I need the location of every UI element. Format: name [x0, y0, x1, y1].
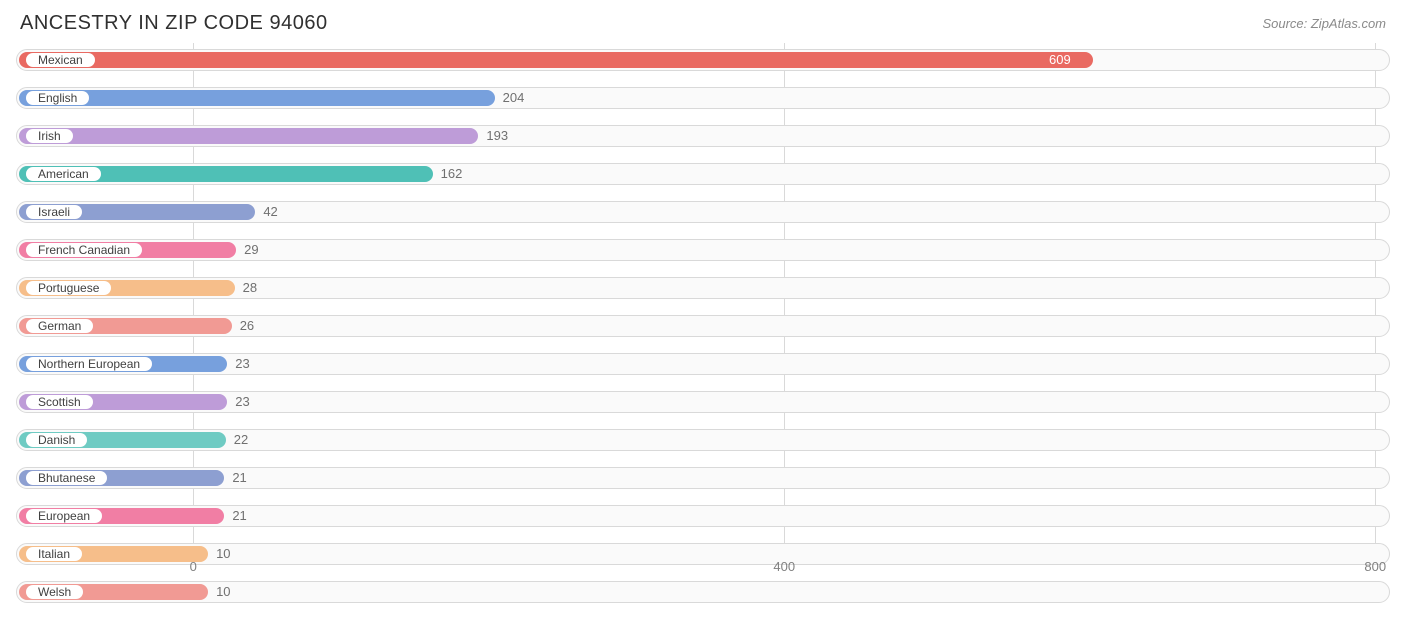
bars-container: Mexican 609 English 204 Irish 193 American 162 I… [16, 43, 1390, 553]
value-label: 22 [234, 430, 248, 450]
bar-row: Scottish 23 [16, 385, 1390, 419]
bar-row: English 204 [16, 81, 1390, 115]
value-label: 21 [232, 468, 246, 488]
category-pill: Bhutanese [26, 471, 107, 485]
bar-fill [19, 128, 478, 144]
x-tick-label: 0 [190, 559, 197, 574]
category-pill: Scottish [26, 395, 93, 409]
value-label: 42 [263, 202, 277, 222]
category-pill: Israeli [26, 205, 82, 219]
bar-row: Danish 22 [16, 423, 1390, 457]
category-pill: Danish [26, 433, 87, 447]
value-label: 193 [486, 126, 508, 146]
chart-title: ANCESTRY IN ZIP CODE 94060 [20, 12, 328, 35]
category-pill: Mexican [26, 53, 95, 67]
bar-row: Israeli 42 [16, 195, 1390, 229]
category-pill: German [26, 319, 93, 333]
chart-source: Source: ZipAtlas.com [1262, 12, 1386, 31]
x-axis: 0 400 800 [16, 555, 1390, 583]
category-pill: Irish [26, 129, 73, 143]
bar-row: Portuguese 28 [16, 271, 1390, 305]
category-pill: European [26, 509, 102, 523]
category-pill: Welsh [26, 585, 83, 599]
value-label: 23 [235, 392, 249, 412]
category-pill: Northern European [26, 357, 152, 371]
bar-fill [19, 90, 495, 106]
bar-row: French Canadian 29 [16, 233, 1390, 267]
value-label: 26 [240, 316, 254, 336]
value-label: 28 [243, 278, 257, 298]
value-label: 29 [244, 240, 258, 260]
chart-header: ANCESTRY IN ZIP CODE 94060 Source: ZipAt… [0, 0, 1406, 43]
value-label: 609 [1049, 50, 1071, 70]
value-label: 21 [232, 506, 246, 526]
category-pill: American [26, 167, 101, 181]
bar-row: Northern European 23 [16, 347, 1390, 381]
x-tick-label: 400 [773, 559, 795, 574]
value-label: 162 [441, 164, 463, 184]
bar-row: Irish 193 [16, 119, 1390, 153]
category-pill: English [26, 91, 89, 105]
value-label: 23 [235, 354, 249, 374]
bar-fill [19, 52, 1093, 68]
bar-row: Bhutanese 21 [16, 461, 1390, 495]
x-tick-label: 800 [1364, 559, 1386, 574]
category-pill: French Canadian [26, 243, 142, 257]
value-label: 204 [503, 88, 525, 108]
chart-area: Mexican 609 English 204 Irish 193 American 162 I… [0, 43, 1406, 583]
bar-row: German 26 [16, 309, 1390, 343]
bar-row: European 21 [16, 499, 1390, 533]
bar-row: American 162 [16, 157, 1390, 191]
value-label: 10 [216, 582, 230, 602]
category-pill: Portuguese [26, 281, 111, 295]
bar-row: Mexican 609 [16, 43, 1390, 77]
